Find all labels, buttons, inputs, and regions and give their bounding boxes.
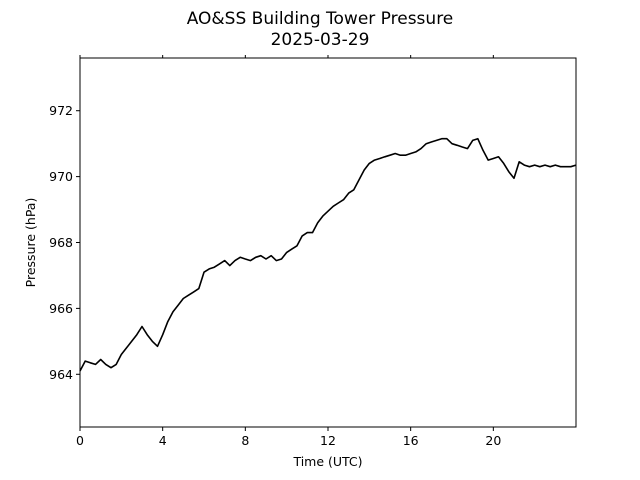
x-tick-label: 12 [320, 433, 336, 448]
x-tick-label: 4 [159, 433, 167, 448]
chart-title: AO&SS Building Tower Pressure [187, 9, 454, 29]
x-tick-label: 8 [241, 433, 249, 448]
y-tick-label: 968 [49, 235, 73, 250]
x-axis: 0 4 8 12 16 20 [76, 55, 501, 448]
x-tick-label: 0 [76, 433, 84, 448]
pressure-series-line [79, 137, 577, 372]
y-tick-label: 964 [49, 367, 73, 382]
y-tick-label: 966 [49, 301, 73, 316]
chart-subtitle: 2025-03-29 [271, 30, 370, 50]
y-tick-label: 972 [49, 103, 73, 118]
x-axis-label: Time (UTC) [292, 454, 362, 469]
y-tick-label: 970 [49, 169, 73, 184]
plot-area [79, 57, 577, 428]
y-axis: 964 966 968 970 972 [49, 103, 80, 382]
x-tick-label: 20 [485, 433, 501, 448]
y-axis-label: Pressure (hPa) [23, 198, 38, 288]
x-tick-label: 16 [403, 433, 419, 448]
